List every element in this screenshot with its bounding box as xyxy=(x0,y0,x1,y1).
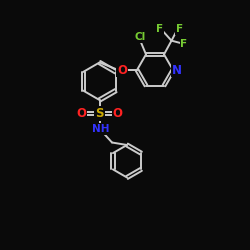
Text: F: F xyxy=(180,40,188,50)
Text: O: O xyxy=(113,107,123,120)
Text: S: S xyxy=(95,107,104,120)
Text: O: O xyxy=(117,64,127,76)
Text: F: F xyxy=(156,24,163,34)
Text: O: O xyxy=(76,107,86,120)
Text: Cl: Cl xyxy=(134,32,145,42)
Text: F: F xyxy=(176,24,183,34)
Text: N: N xyxy=(172,64,182,76)
Text: NH: NH xyxy=(92,124,110,134)
